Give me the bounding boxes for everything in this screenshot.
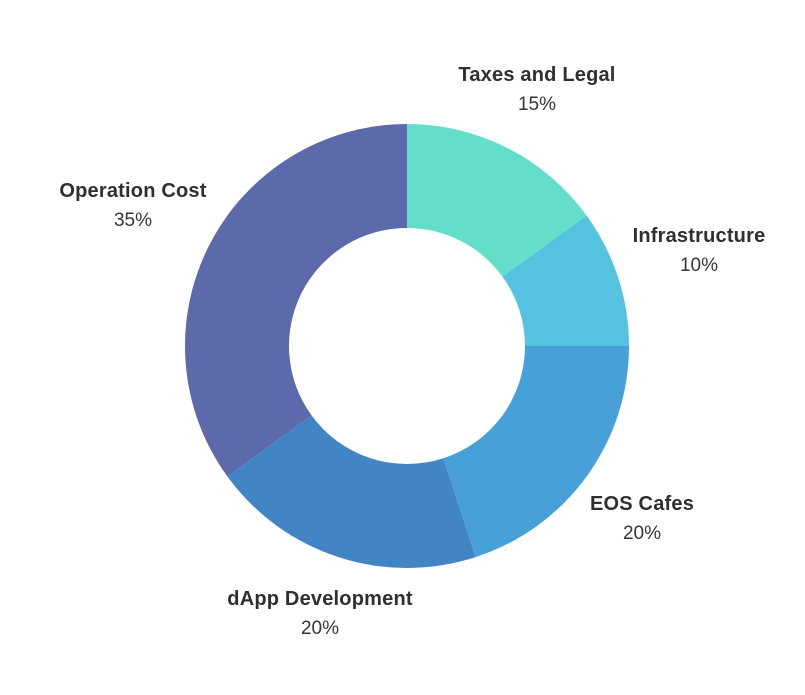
slice-label-infrastructure: Infrastructure 10%	[633, 221, 766, 281]
slice-percent: 15%	[517, 94, 557, 115]
slice-label-eos-cafes: EOS Cafes 20%	[590, 489, 694, 549]
slice-name: dApp Development	[227, 588, 413, 610]
donut-slice-3	[227, 415, 476, 568]
slice-label-taxes-and-legal: Taxes and Legal 15%	[458, 60, 615, 120]
slice-percent: 35%	[113, 210, 153, 231]
slice-name: Operation Cost	[59, 180, 207, 202]
slice-percent: 10%	[679, 255, 719, 276]
slice-percent: 20%	[622, 523, 662, 544]
donut-slice-0	[407, 124, 587, 277]
donut-slice-1	[502, 215, 629, 346]
slice-name: EOS Cafes	[589, 493, 695, 515]
donut-slice-2	[443, 346, 629, 558]
donut-slice-4	[185, 123, 407, 477]
slice-label-dapp-development: dApp Development 20%	[227, 584, 412, 644]
slice-percent: 20%	[300, 618, 340, 639]
slice-label-operation-cost: Operation Cost 35%	[59, 176, 206, 236]
slice-name: Infrastructure	[632, 225, 766, 247]
slice-name: Taxes and Legal	[458, 64, 616, 86]
